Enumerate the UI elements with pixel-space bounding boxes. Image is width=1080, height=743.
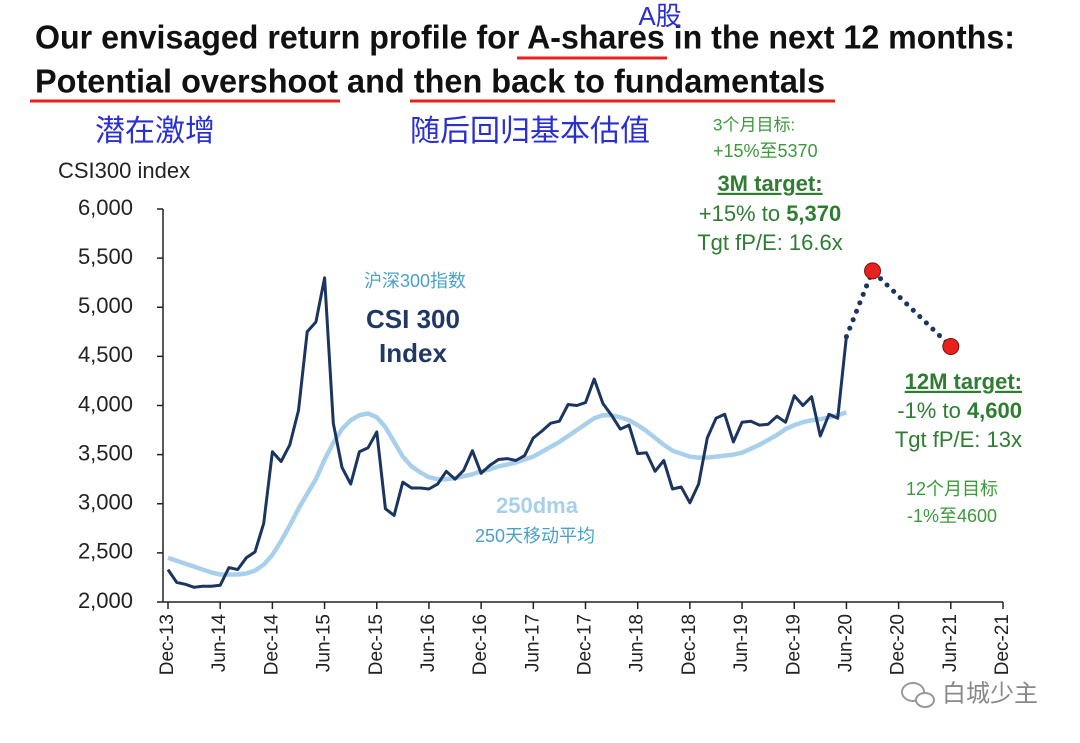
x-tick-label: Jun-16: [418, 614, 439, 672]
series-label: CSI 300 Index: [366, 304, 460, 368]
x-tick-label: Dec-17: [575, 614, 596, 675]
watermark-icon: [901, 682, 935, 708]
series-line: [167, 410, 848, 577]
x-tick-label: Jun-19: [731, 614, 752, 672]
cn-note: 潜在激增: [95, 115, 215, 148]
x-tick-label: Jun-21: [940, 614, 961, 672]
x-tick-label: Dec-21: [992, 614, 1013, 675]
target-point: [864, 262, 882, 280]
x-tick-label: Dec-15: [366, 614, 387, 675]
cn-note: A股: [638, 1, 681, 31]
chart-subtitle: Potential overshoot and then back to fun…: [35, 63, 825, 100]
target-change: -1% to 4,600: [897, 398, 1022, 423]
series-line: [166, 276, 848, 589]
cn-note: 3个月目标:: [713, 115, 795, 134]
cn-note: 随后回归基本估值: [410, 115, 650, 148]
y-tick-label: 2,500: [78, 539, 133, 564]
x-tick-label: Jun-14: [209, 614, 230, 673]
series-label: 250dma: [496, 493, 579, 518]
target-change-text: +15% to: [699, 201, 786, 226]
cn-note: -1%至4600: [907, 506, 997, 526]
x-tick-label: Dec-16: [470, 614, 491, 675]
y-tick-label: 3,500: [78, 440, 133, 465]
plot: 2,000 2,500 3,000 3,500 4,000 4,500 5,000 5,500…: [78, 195, 1013, 675]
cn-note: 沪深300指数: [364, 271, 466, 291]
x-tick-label: Jun-15: [314, 614, 335, 672]
cn-note: 250天移动平均: [475, 526, 595, 546]
x-tick-label: Dec-19: [783, 614, 804, 675]
x-tick-label: Jun-20: [835, 614, 856, 672]
y-tick-label: 5,500: [78, 244, 133, 269]
chart-title: Our envisaged return profile for A-share…: [35, 19, 1015, 56]
target-pe: Tgt fP/E: 16.6x: [697, 230, 843, 255]
y-axis-label: CSI300 index: [58, 158, 190, 183]
target-heading: 12M target:: [905, 369, 1022, 394]
y-tick-label: 5,000: [78, 293, 133, 318]
target-level: 5,370: [786, 201, 841, 226]
target-change: +15% to 5,370: [699, 201, 842, 226]
cn-note: 12个月目标: [906, 479, 998, 499]
y-tick-label: 6,000: [78, 195, 133, 220]
target-point: [942, 338, 960, 356]
y-tick-label: 3,000: [78, 490, 133, 515]
watermark: 白城少主: [942, 680, 1038, 707]
target-path: [843, 266, 954, 349]
target-level: 4,600: [967, 398, 1022, 423]
y-tick-label: 2,000: [78, 588, 133, 613]
target-pe: Tgt fP/E: 13x: [895, 427, 1022, 452]
target-heading: 3M target:: [717, 171, 822, 196]
y-tick-label: 4,000: [78, 391, 133, 416]
x-tick-label: Dec-20: [888, 614, 909, 675]
x-tick-label: Jun-18: [627, 614, 648, 672]
y-tick-label: 4,500: [78, 342, 133, 367]
x-tick-label: Dec-13: [157, 614, 178, 675]
x-tick-label: Jun-17: [522, 614, 543, 672]
target-change-text: -1% to: [897, 398, 967, 423]
x-tick-label: Dec-14: [261, 614, 282, 676]
cn-note: +15%至5370: [713, 141, 818, 161]
x-tick-label: Dec-18: [679, 614, 700, 675]
